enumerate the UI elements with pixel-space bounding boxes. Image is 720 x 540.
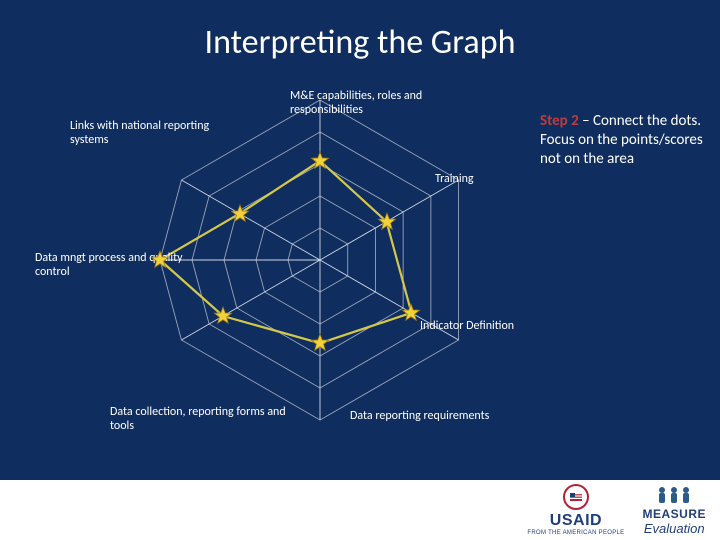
usaid-seal-icon xyxy=(563,484,589,510)
axis-label-links: Links with national reporting systems xyxy=(70,120,210,148)
slide-title: Interpreting the Graph xyxy=(0,22,720,63)
step-label: Step 2 xyxy=(540,112,579,130)
axis-label-training: Training xyxy=(435,173,535,187)
usaid-logo: USAID FROM THE AMERICAN PEOPLE xyxy=(527,484,624,536)
axis-label-mngt: Data mngt process and quality control xyxy=(35,252,185,280)
axis-label-indicator: Indicator Definition xyxy=(420,320,560,334)
axis-label-collection: Data collection, reporting forms and too… xyxy=(110,406,290,434)
usaid-brand-text: USAID xyxy=(550,512,602,530)
measure-brand-top: MEASURE xyxy=(642,507,706,521)
axis-label-me-caps: M&E capabilities, roles and responsibili… xyxy=(290,90,460,118)
step-annotation: Step 2 – Connect the dots. Focus on the … xyxy=(540,112,705,168)
slide-root: Interpreting the Graph M&E capabilities,… xyxy=(0,0,720,540)
measure-people-icon xyxy=(652,485,696,507)
usaid-tagline: FROM THE AMERICAN PEOPLE xyxy=(527,530,624,536)
measure-logo: MEASURE Evaluation xyxy=(642,485,706,536)
step-dash: – xyxy=(579,112,593,130)
footer: USAID FROM THE AMERICAN PEOPLE MEASURE E… xyxy=(0,480,720,540)
measure-brand-bottom: Evaluation xyxy=(644,521,705,536)
axis-label-reporting: Data reporting requirements xyxy=(350,410,530,424)
